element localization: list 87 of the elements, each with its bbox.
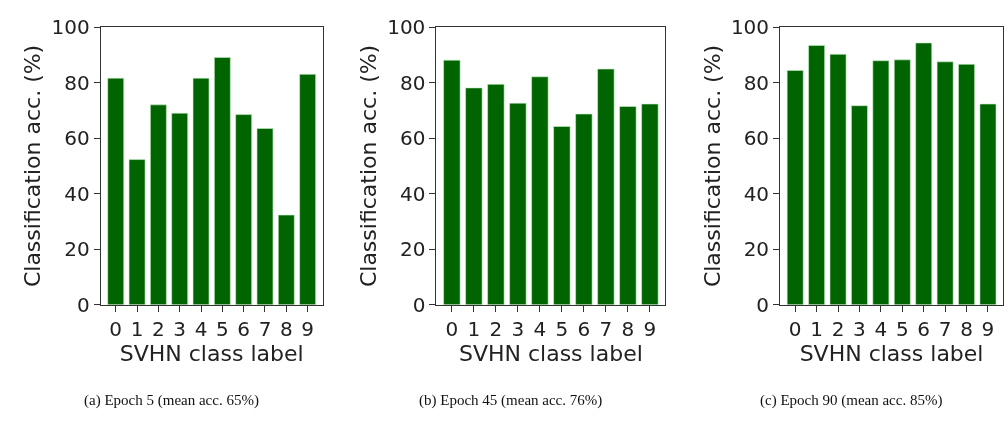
bar [619,106,637,305]
y-tick-label: 80 [743,70,770,95]
x-tick-label: 0 [109,316,123,341]
x-tick-label: 2 [831,316,845,341]
bar [299,74,316,305]
bar [235,114,252,305]
y-tick-label: 40 [64,181,90,206]
x-tick-label: 2 [152,316,165,341]
bar [171,112,188,305]
bar [641,103,659,305]
x-tick-label: 8 [960,316,973,341]
text: (c) Epoch 90 (mean acc. 85%) [760,392,943,409]
bar [465,87,483,305]
y-tick-label: 20 [399,237,426,262]
x-tick-label: 2 [489,316,503,341]
x-tick-label: 1 [810,316,823,341]
bar [936,61,954,305]
bar [192,77,210,305]
x-tick-label: 9 [643,316,657,341]
text: (a) Epoch 5 (mean acc. 65%) [84,392,259,409]
bar [915,42,933,305]
x-tick-label: 4 [194,316,208,341]
bar [509,102,527,305]
bar [150,104,167,305]
bar [128,159,146,305]
bar [107,77,125,305]
y-tick-label: 60 [743,126,770,151]
bar [893,59,911,305]
bar [829,54,847,305]
y-tick-label: 60 [64,126,90,151]
bar [256,128,274,305]
y-tick-label: 100 [387,15,426,40]
bar [487,84,505,305]
x-tick-label: 7 [938,316,952,341]
y-tick-label: 100 [51,15,90,40]
y-tick-label: 60 [399,126,426,151]
x-tick-label: 0 [788,316,802,341]
x-tick-label: 4 [533,316,547,341]
x-tick-label: 6 [577,316,591,341]
x-axis-title: SVHN class label [799,340,984,366]
y-tick-label: 0 [756,292,770,317]
x-axis-title: SVHN class label [119,340,304,366]
y-axis-title: Classification acc. (%) [20,44,46,288]
x-tick-label: 9 [301,316,314,341]
x-tick-label: 3 [511,316,525,341]
x-tick-label: 3 [853,316,866,341]
bar [443,59,461,305]
y-tick-label: 0 [76,292,90,317]
x-tick-label: 7 [258,316,272,341]
x-tick-label: 0 [445,316,459,341]
x-tick-label: 7 [599,316,613,341]
x-tick-label: 5 [555,316,569,341]
y-tick-label: 20 [64,237,90,262]
x-tick-label: 8 [621,316,635,341]
bar [553,126,571,305]
x-tick-label: 1 [467,316,481,341]
x-tick-label: 8 [279,316,293,341]
bar [808,45,825,305]
y-tick-label: 100 [730,15,770,40]
x-tick-label: 3 [173,316,187,341]
bar [278,214,295,305]
bar [786,70,804,305]
text: (b) Epoch 45 (mean acc. 76%) [419,392,603,409]
bar [214,57,231,305]
y-tick-label: 80 [399,70,426,95]
y-axis-title: Classification acc. (%) [699,44,725,288]
x-tick-label: 9 [981,316,995,341]
x-tick-label: 5 [895,316,909,341]
y-tick-label: 40 [399,181,426,206]
y-tick-label: 0 [412,292,426,317]
bar [872,60,890,305]
y-axis-title: Classification acc. (%) [355,44,381,288]
y-tick-label: 80 [64,70,90,95]
x-axis-title: SVHN class label [458,340,643,366]
bar [979,103,997,305]
x-tick-label: 6 [917,316,931,341]
y-tick-label: 20 [743,237,770,262]
bar [851,105,868,305]
bar [958,64,975,305]
x-tick-label: 4 [874,316,888,341]
x-tick-label: 6 [237,316,251,341]
x-tick-label: 1 [130,316,144,341]
bar [531,76,549,305]
y-tick-label: 40 [743,181,770,206]
x-tick-label: 5 [215,316,229,341]
bar [575,113,593,305]
bar [597,68,615,305]
